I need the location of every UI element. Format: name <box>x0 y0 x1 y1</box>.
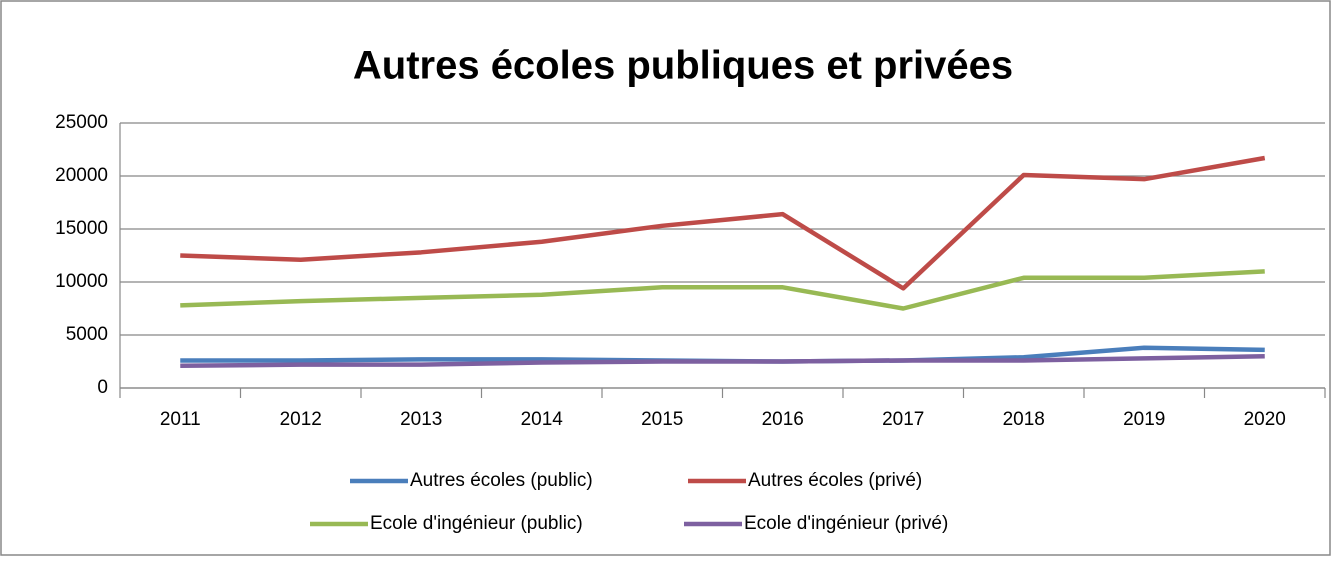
series-line <box>180 155 1266 291</box>
series-line <box>180 269 1265 311</box>
x-tick-label: 2019 <box>1123 409 1165 430</box>
series-line <box>180 353 1265 368</box>
legend-label: Ecole d'ingénieur (privé) <box>744 513 948 534</box>
x-tick-label: 2011 <box>160 409 201 430</box>
x-tick-label: 2015 <box>641 409 683 430</box>
x-tick-label: 2017 <box>882 409 924 430</box>
chart-title: Autres écoles publiques et privées <box>353 44 1013 88</box>
y-tick-label: 5000 <box>66 324 108 345</box>
y-tick-label: 15000 <box>55 218 108 239</box>
legend-label: Autres écoles (public) <box>410 470 593 491</box>
y-tick-label: 10000 <box>55 271 108 292</box>
y-tick-label: 20000 <box>55 165 108 186</box>
y-tick-label: 25000 <box>55 112 108 133</box>
x-tick-label: 2013 <box>400 409 442 430</box>
legend-label: Ecole d'ingénieur (public) <box>370 513 583 534</box>
x-tick-label: 2014 <box>521 409 564 430</box>
x-tick-label: 2020 <box>1244 409 1286 430</box>
legend-label: Autres écoles (privé) <box>748 470 922 491</box>
x-tick-label: 2016 <box>762 409 804 430</box>
x-tick-label: 2018 <box>1003 409 1045 430</box>
x-tick-label: 2012 <box>280 409 322 430</box>
y-tick-label: 0 <box>97 377 108 398</box>
